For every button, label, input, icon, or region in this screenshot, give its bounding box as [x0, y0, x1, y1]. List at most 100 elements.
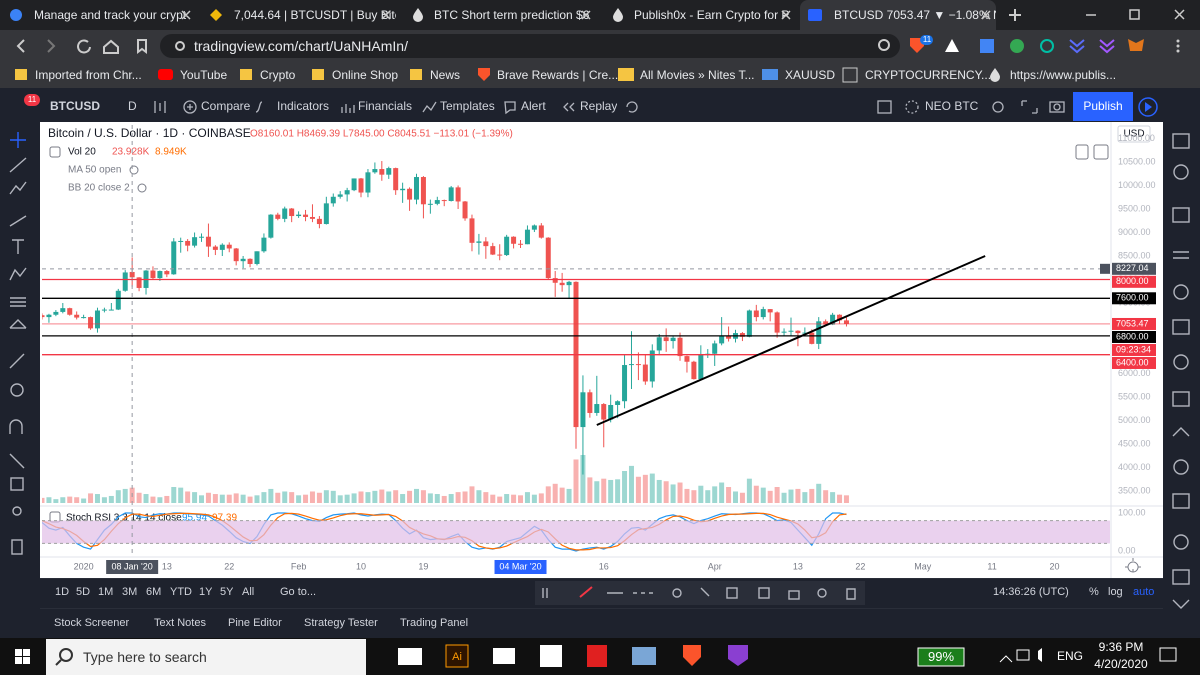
panel-tab[interactable]: Pine Editor	[228, 617, 282, 629]
bookmark[interactable]: Online Shop	[332, 68, 399, 82]
candle-body	[219, 244, 225, 250]
settings-icon[interactable]	[1125, 558, 1141, 573]
bookmark[interactable]: CRYPTOCURRENCY...	[865, 68, 992, 82]
candle-body	[150, 270, 156, 279]
range[interactable]: YTD	[170, 586, 192, 598]
stoch-tick-label: 0.00	[1118, 545, 1136, 555]
tab-active[interactable]: BTCUSD 7053.47 ▼ −1.08% N	[800, 0, 996, 30]
bookmark[interactable]: Imported from Chr...	[35, 68, 142, 82]
url[interactable]: tradingview.com/chart/UaNHAmIn/	[194, 38, 408, 54]
layout-name[interactable]: NEO BTC	[925, 99, 979, 113]
bookmark[interactable]: https://www.publis...	[1010, 68, 1117, 82]
bookmark[interactable]: YouTube	[180, 68, 228, 82]
range[interactable]: 1Y	[199, 586, 213, 598]
volume-bar	[46, 497, 52, 503]
y-tick-label: 10500.00	[1118, 156, 1156, 166]
compare[interactable]: Compare	[201, 99, 251, 113]
bookmark[interactable]: Crypto	[260, 68, 296, 82]
volume-bar	[587, 477, 593, 503]
range[interactable]: 1M	[98, 586, 114, 598]
alert[interactable]: Alert	[521, 99, 546, 113]
panel-tab[interactable]: Strategy Tester	[304, 617, 378, 629]
tab[interactable]: Manage and track your crypt	[34, 8, 187, 22]
candle-body	[837, 314, 843, 321]
candle-body	[323, 203, 329, 225]
volume-ma-value: 8.949K	[155, 147, 187, 158]
volume-bar	[67, 496, 73, 503]
candle-body	[101, 309, 107, 311]
panel-tab[interactable]: Text Notes	[154, 617, 206, 629]
chart[interactable]: USD Bitcoin / U.S. Dollar · 1D · COINBAS…	[40, 122, 1163, 578]
volume-bar	[573, 459, 579, 503]
bookmark[interactable]: News	[430, 68, 461, 82]
range[interactable]: 3M	[122, 586, 138, 598]
volume-bar	[330, 490, 336, 503]
bookmark[interactable]: All Movies » Nites T...	[640, 68, 755, 82]
candle-body	[559, 282, 565, 286]
tab[interactable]: 7,044.64 | BTCUSDT | Buy Bitc	[234, 8, 396, 22]
range[interactable]: All	[242, 586, 255, 598]
range[interactable]: 1D	[55, 586, 70, 598]
tv-toolbar	[0, 88, 1200, 122]
right-panel-icons	[1172, 133, 1190, 609]
candle-body	[81, 317, 87, 319]
bookmark[interactable]: XAUUSD	[785, 68, 836, 82]
templates[interactable]: Templates	[440, 99, 495, 113]
x-tick-label: 2020	[74, 561, 94, 571]
volume-bar	[823, 490, 829, 503]
symbol[interactable]: BTCUSD	[50, 99, 100, 113]
clock-time[interactable]: 9:36 PM	[1098, 640, 1144, 654]
candle-body	[247, 258, 253, 264]
crosshair-date-label: 08 Jan '20	[112, 561, 153, 571]
tab[interactable]: BTC Short term prediction $6	[434, 8, 590, 22]
range[interactable]: 6M	[146, 586, 162, 598]
log-toggle[interactable]: log	[1108, 586, 1123, 598]
publish-button[interactable]: Publish	[1073, 92, 1133, 121]
y-tick-label: 11000.00	[1118, 133, 1155, 143]
volume-bar	[531, 494, 537, 503]
goto[interactable]: Go to...	[280, 586, 317, 598]
volume-bar	[192, 492, 198, 503]
tab[interactable]: Publish0x - Earn Crypto for P	[634, 8, 790, 22]
candle-body	[642, 364, 648, 382]
volume-bar	[136, 492, 142, 503]
panel-tab[interactable]: Trading Panel	[400, 617, 469, 629]
bookmark[interactable]: Brave Rewards | Cre...	[497, 68, 619, 82]
candle-body	[136, 277, 142, 288]
replay[interactable]: Replay	[580, 99, 618, 113]
language[interactable]: ENG	[1057, 649, 1084, 663]
volume-bar	[601, 478, 607, 503]
clock: 14:36:26 (UTC)	[993, 586, 1069, 598]
financials[interactable]: Financials	[358, 99, 413, 113]
volume-bar	[344, 494, 350, 503]
volume-bar	[379, 489, 385, 503]
search-box[interactable]	[46, 639, 366, 675]
candle-body	[427, 203, 433, 205]
interval[interactable]: D	[128, 99, 137, 113]
volume-bar	[275, 492, 281, 503]
percent-toggle[interactable]: %	[1089, 586, 1099, 598]
volume-bar	[386, 491, 392, 503]
candle-body	[781, 331, 787, 333]
url-box[interactable]	[160, 34, 900, 58]
candle-body	[129, 271, 135, 278]
auto-toggle[interactable]: auto	[1133, 586, 1155, 598]
candle-body	[407, 188, 413, 200]
candle-body	[739, 333, 745, 337]
indicators[interactable]: Indicators	[277, 99, 330, 113]
candle-body	[205, 236, 211, 247]
volume-bar	[802, 492, 808, 503]
range[interactable]: 5D	[76, 586, 91, 598]
clock-date[interactable]: 4/20/2020	[1094, 657, 1148, 671]
y-tick-label: 5000.00	[1118, 415, 1151, 425]
candle-body	[448, 187, 454, 201]
volume-bar	[150, 496, 156, 503]
x-tick-label: 10	[356, 561, 366, 571]
panel-tab[interactable]: Stock Screener	[54, 617, 130, 629]
candle-body	[400, 188, 406, 191]
search-placeholder[interactable]: Type here to search	[83, 649, 207, 665]
candle-body	[462, 201, 468, 219]
range[interactable]: 5Y	[220, 586, 234, 598]
x-tick-label: 13	[162, 561, 172, 571]
stoch-d-value: 97.39	[212, 513, 237, 524]
